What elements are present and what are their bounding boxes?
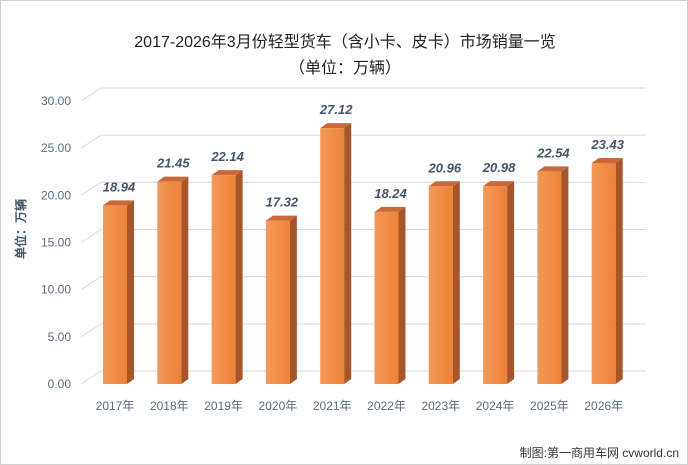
bar-front <box>374 211 399 384</box>
bar-top <box>483 181 515 187</box>
x-tick-label: 2024年 <box>476 399 515 413</box>
data-label: 22.14 <box>210 149 244 164</box>
bar-side <box>344 123 352 384</box>
bar-front <box>428 186 453 384</box>
bar-side <box>507 181 515 384</box>
gridline <box>80 323 646 338</box>
data-label: 22.54 <box>536 145 570 160</box>
bar-side <box>235 170 243 384</box>
y-tick-label: 15.00 <box>41 236 71 250</box>
data-label: 18.94 <box>103 179 136 194</box>
source-note: 制图:第一商用车网 cvworld.cn <box>520 445 679 460</box>
x-tick-label: 2017年 <box>96 399 135 413</box>
x-tick-label: 2018年 <box>150 399 189 413</box>
y-tick-label: 0.00 <box>48 377 72 391</box>
bar-front <box>537 171 562 384</box>
bar-top <box>428 181 460 187</box>
bar-front <box>320 128 345 384</box>
bar-top <box>211 170 243 176</box>
gridline <box>80 134 646 149</box>
bar-top <box>157 176 189 182</box>
bar-side <box>615 157 623 384</box>
data-label: 23.43 <box>590 137 624 152</box>
y-tick-label: 20.00 <box>41 188 71 202</box>
data-label: 20.98 <box>482 160 516 175</box>
x-tick-label: 2026年 <box>584 399 623 413</box>
y-tick-label: 10.00 <box>41 283 71 297</box>
gridline <box>80 87 646 102</box>
bar-front <box>157 181 182 384</box>
bar-front <box>265 220 290 384</box>
bar-front <box>211 175 236 384</box>
bar-top <box>591 157 623 163</box>
bar-side <box>398 206 406 384</box>
bar-side <box>452 181 460 384</box>
data-label: 27.12 <box>319 102 353 117</box>
bar-top <box>537 166 569 172</box>
x-tick-label: 2019年 <box>204 399 243 413</box>
gridline <box>80 181 646 196</box>
chart-subtitle: （单位：万辆） <box>289 59 401 77</box>
y-tick-label: 30.00 <box>41 94 71 108</box>
bar-top <box>265 215 297 221</box>
bar-side <box>127 200 134 384</box>
gridline <box>80 276 646 291</box>
bar-front <box>591 162 616 384</box>
bar-top <box>374 206 406 212</box>
bar-front <box>483 186 508 384</box>
bar-top <box>320 123 352 129</box>
bar-side <box>561 166 569 384</box>
x-tick-label: 2025年 <box>530 399 569 413</box>
bar-side <box>289 215 297 384</box>
y-axis-label: 单位：万辆 <box>13 199 28 259</box>
x-tick-label: 2022年 <box>367 399 406 413</box>
y-tick-label: 25.00 <box>41 141 71 155</box>
gridline <box>80 370 646 385</box>
y-tick-label: 5.00 <box>48 330 72 344</box>
data-label: 18.24 <box>374 186 407 201</box>
x-tick-label: 2023年 <box>421 399 460 413</box>
bar-front <box>103 205 127 384</box>
data-label: 20.96 <box>428 160 462 175</box>
data-label: 21.45 <box>156 156 190 171</box>
x-tick-label: 2020年 <box>259 399 298 413</box>
bar-top <box>103 200 134 206</box>
gridline <box>80 229 646 243</box>
x-tick-label: 2021年 <box>313 399 352 413</box>
bar-side <box>181 176 189 384</box>
chart-title: 2017-2026年3月份轻型货车（含小卡、皮卡）市场销量一览 <box>134 33 555 51</box>
data-label: 17.32 <box>266 195 299 210</box>
